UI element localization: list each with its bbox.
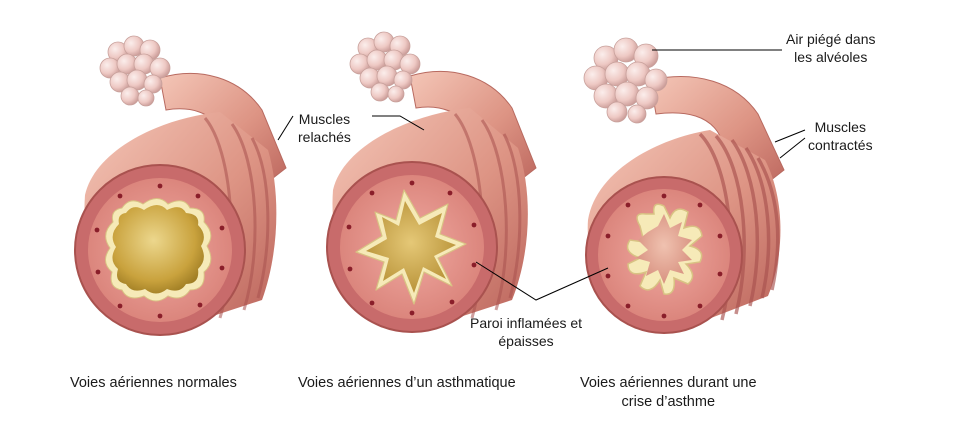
inflamed-wall-label: Paroi inflamées et épaisses: [470, 314, 582, 350]
leader-lines: [277, 49, 806, 301]
trapped-air-label: Air piégé dans les alvéoles: [786, 30, 876, 66]
caption-normal-line1: Voies aériennes normales: [70, 375, 237, 391]
inflamed-wall-label-line2: épaisses: [498, 333, 554, 349]
inflamed-wall-leader: [475, 261, 609, 301]
attack-alveoli: [583, 37, 668, 124]
caption-attack: Voies aériennes durant une crise d’asthm…: [580, 374, 757, 412]
caption-asthmatic: Voies aériennes d’un asthmatique: [298, 374, 516, 393]
caption-normal: Voies aériennes normales: [70, 374, 237, 393]
attack-airway: [583, 37, 785, 334]
inflamed-wall-label-line1: Paroi inflamées et: [470, 315, 583, 331]
normal-airway: [74, 35, 287, 336]
normal-blood-vessel-dots: [94, 183, 225, 319]
normal-lumen: [112, 205, 204, 294]
asthmatic-lumen: [366, 201, 456, 293]
relaxed-muscles-label-line1: Muscles: [298, 111, 351, 127]
asthmatic-alveoli: [349, 31, 421, 103]
contracted-muscles-label-line1: Muscles: [814, 119, 866, 135]
trapped-air-label-line2: les alvéoles: [794, 49, 868, 65]
asthmatic-blood-vessel-dots: [346, 180, 477, 316]
contracted-muscles-label-line2: contractés: [808, 137, 873, 153]
attack-lumen: [636, 214, 692, 284]
relaxed-muscles-label-line2: relachés: [298, 129, 351, 145]
trapped-air-label-line1: Air piégé dans: [786, 31, 876, 47]
caption-asthmatic-line1: Voies aériennes d’un asthmatique: [298, 375, 516, 391]
caption-attack-line2: crise d’asthme: [621, 394, 716, 410]
relaxed-muscles-leader-normal: [277, 115, 294, 141]
contracted-muscles-leader: [774, 129, 806, 159]
relaxed-muscles-leader-asthmatic: [372, 115, 425, 131]
caption-attack-line1: Voies aériennes durant une: [580, 375, 757, 391]
normal-alveoli: [99, 35, 171, 107]
relaxed-muscles-label: Muscles relachés: [298, 110, 351, 146]
attack-blood-vessel-dots: [605, 193, 723, 319]
contracted-muscles-label: Muscles contractés: [808, 118, 873, 154]
asthmatic-airway: [326, 31, 537, 333]
